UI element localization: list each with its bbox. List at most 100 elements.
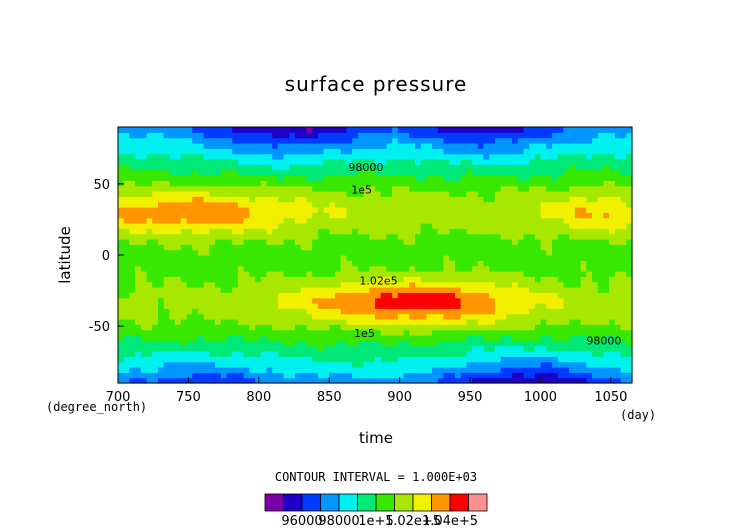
heatmap-cell xyxy=(580,164,587,171)
heatmap-cell xyxy=(369,217,376,224)
heatmap-cell xyxy=(346,137,353,144)
heatmap-cell xyxy=(220,201,228,208)
heatmap-cell xyxy=(592,329,599,336)
heatmap-cell xyxy=(620,148,627,155)
heatmap-cell xyxy=(609,175,616,181)
heatmap-cell xyxy=(466,255,473,261)
heatmap-cell xyxy=(489,297,496,304)
heatmap-cell xyxy=(237,249,245,256)
heatmap-cell xyxy=(260,329,268,336)
heatmap-cell xyxy=(152,276,159,283)
heatmap-cell xyxy=(386,175,393,181)
heatmap-cell xyxy=(306,329,313,336)
heatmap-cell xyxy=(266,281,273,288)
heatmap-cell xyxy=(420,217,427,224)
heatmap-cell xyxy=(569,244,576,251)
heatmap-cell xyxy=(375,276,382,283)
heatmap-cell xyxy=(255,324,262,331)
heatmap-cell xyxy=(620,180,627,187)
heatmap-cell xyxy=(186,169,193,176)
heatmap-cell xyxy=(197,217,205,224)
heatmap-cell xyxy=(180,207,188,213)
heatmap-cell xyxy=(443,335,450,341)
heatmap-cell xyxy=(597,212,605,219)
heatmap-cell xyxy=(266,297,273,304)
heatmap-cell xyxy=(426,356,433,363)
heatmap-cell xyxy=(317,356,325,363)
heatmap-cell xyxy=(129,169,136,176)
heatmap-cell xyxy=(483,159,490,165)
heatmap-cell xyxy=(146,185,153,192)
heatmap-cell xyxy=(483,244,490,251)
heatmap-cell xyxy=(226,335,233,341)
heatmap-cell xyxy=(563,233,570,240)
heatmap-cell xyxy=(432,164,439,171)
heatmap-cell xyxy=(243,345,250,352)
heatmap-cell xyxy=(380,185,388,192)
heatmap-cell xyxy=(563,260,570,267)
heatmap-cell xyxy=(569,308,576,315)
heatmap-cell xyxy=(237,228,245,235)
heatmap-cell xyxy=(420,345,427,352)
heatmap-cell xyxy=(226,361,233,368)
heatmap-cell xyxy=(243,249,250,256)
heatmap-cell xyxy=(529,223,536,229)
heatmap-cell xyxy=(614,217,622,224)
heatmap-cell xyxy=(506,185,513,192)
heatmap-cell xyxy=(420,308,427,315)
heatmap-cell xyxy=(443,281,450,288)
heatmap-cell xyxy=(460,265,467,272)
heatmap-cell xyxy=(592,233,599,240)
heatmap-cell xyxy=(489,132,496,139)
heatmap-cell xyxy=(609,228,616,235)
heatmap-cell xyxy=(489,265,496,272)
heatmap-cell xyxy=(603,276,610,283)
heatmap-cell xyxy=(232,340,239,347)
heatmap-cell xyxy=(163,281,170,288)
heatmap-cell xyxy=(494,228,502,235)
heatmap-cell xyxy=(506,287,513,293)
heatmap-cell xyxy=(295,319,302,325)
heatmap-cell xyxy=(312,164,319,171)
heatmap-cell xyxy=(517,249,525,256)
heatmap-cell xyxy=(346,180,353,187)
heatmap-cell xyxy=(329,361,336,368)
heatmap-cell xyxy=(123,377,131,384)
heatmap-cell xyxy=(449,228,456,235)
heatmap-cell xyxy=(380,239,388,245)
heatmap-cell xyxy=(312,223,319,229)
heatmap-cell xyxy=(352,143,359,149)
heatmap-cell xyxy=(272,265,279,272)
heatmap-cell xyxy=(546,324,553,331)
heatmap-cell xyxy=(295,244,302,251)
heatmap-cell xyxy=(209,345,216,352)
heatmap-cell xyxy=(437,159,445,165)
heatmap-cell xyxy=(563,191,570,197)
heatmap-cell xyxy=(426,127,433,133)
heatmap-cell xyxy=(512,303,519,309)
heatmap-cell xyxy=(483,175,490,181)
heatmap-cell xyxy=(574,153,582,160)
heatmap-cell xyxy=(129,132,136,139)
heatmap-cell xyxy=(569,292,576,299)
heatmap-cell xyxy=(255,292,262,299)
heatmap-cell xyxy=(312,143,319,149)
heatmap-cell xyxy=(169,340,176,347)
heatmap-cell xyxy=(574,143,582,149)
heatmap-cell xyxy=(552,356,559,363)
heatmap-cell xyxy=(175,356,182,363)
heatmap-cell xyxy=(289,201,296,208)
heatmap-cell xyxy=(620,303,627,309)
heatmap-cell xyxy=(249,271,256,277)
heatmap-cell xyxy=(192,148,199,155)
heatmap-cell xyxy=(255,217,262,224)
heatmap-cell xyxy=(449,265,456,272)
heatmap-cell xyxy=(426,233,433,240)
heatmap-cell xyxy=(386,367,393,373)
heatmap-cell xyxy=(249,164,256,171)
heatmap-cell xyxy=(443,260,450,267)
heatmap-cell xyxy=(437,377,445,384)
heatmap-cell xyxy=(260,367,268,373)
x-tick-label: 700 xyxy=(106,390,131,405)
heatmap-cell xyxy=(592,367,599,373)
